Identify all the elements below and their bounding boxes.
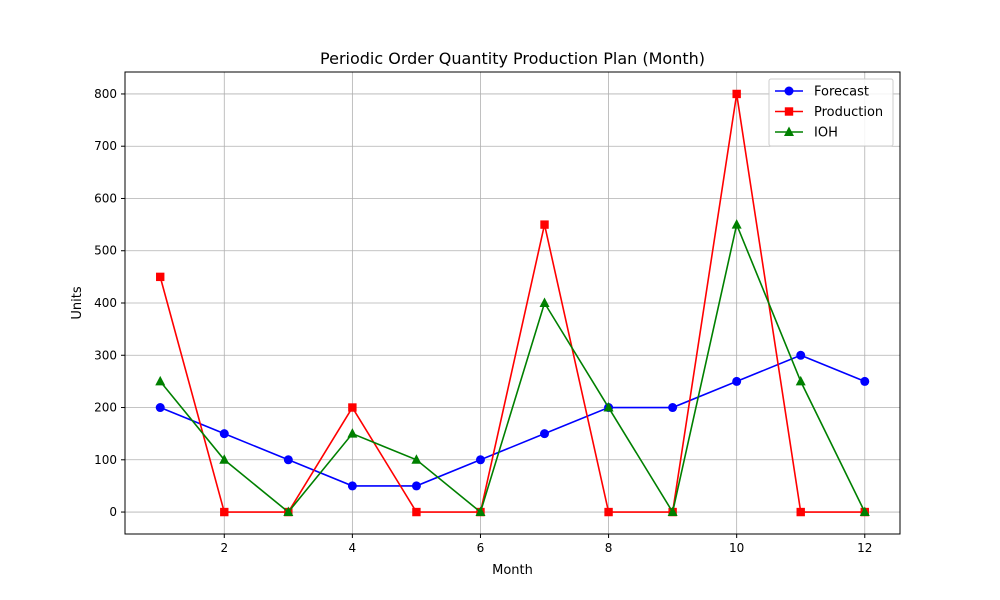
data-point-ioh: [859, 506, 870, 517]
data-point-forecast: [219, 429, 229, 439]
data-point-forecast: [283, 455, 293, 465]
x-axis-label: Month: [492, 563, 533, 578]
y-tick-label: 400: [94, 296, 117, 310]
x-tick-label: 6: [477, 541, 485, 555]
y-tick-label: 500: [94, 244, 117, 258]
legend-marker: [784, 126, 794, 136]
plot-series: [155, 89, 870, 517]
y-tick-label: 0: [109, 505, 117, 519]
data-point-ioh: [283, 506, 294, 517]
data-point-ioh: [667, 506, 678, 517]
chart-title: Periodic Order Quantity Production Plan …: [320, 49, 705, 68]
series-line-production: [159, 93, 865, 513]
legend-marker: [784, 107, 794, 116]
data-point-ioh: [475, 506, 486, 517]
data-point-ioh: [347, 428, 358, 438]
legend-item-forecast: Forecast: [775, 85, 869, 100]
data-point-ioh: [155, 375, 166, 386]
x-tick-label: 12: [857, 541, 872, 555]
series-ioh: [155, 219, 870, 517]
legend-label: Forecast: [814, 85, 869, 100]
data-point-ioh: [539, 297, 550, 307]
data-point-forecast: [732, 376, 742, 386]
data-point-production: [732, 89, 741, 99]
data-point-forecast: [540, 429, 550, 439]
y-tick-label: 200: [94, 401, 117, 415]
data-point-production: [348, 403, 357, 412]
data-point-production: [796, 507, 805, 517]
legend-marker: [784, 86, 794, 96]
data-point-forecast: [860, 376, 870, 386]
legend-box: [768, 78, 894, 147]
y-tick-label: 700: [94, 139, 117, 153]
data-point-production: [156, 272, 165, 282]
x-tick-label: 2: [220, 541, 228, 555]
data-point-forecast: [796, 350, 806, 360]
data-point-ioh: [731, 219, 742, 229]
x-tick-label: 10: [729, 541, 744, 555]
legend: Forecast Production IOH: [768, 78, 894, 147]
data-point-ioh: [219, 454, 230, 464]
y-tick-label: 600: [94, 191, 117, 205]
series-line-ioh: [159, 221, 866, 515]
legend-label: IOH: [814, 126, 838, 141]
x-tick-label: 4: [349, 541, 357, 555]
data-point-production: [604, 507, 613, 517]
y-tick-label: 100: [94, 453, 117, 467]
legend-item-production: Production: [775, 105, 883, 120]
legend-label: Production: [814, 105, 883, 120]
data-point-forecast: [475, 455, 485, 465]
y-axis-label: Units: [70, 286, 85, 319]
data-point-production: [412, 507, 421, 517]
data-point-forecast: [347, 481, 357, 491]
data-point-forecast: [155, 403, 165, 413]
legend-item-ioh: IOH: [775, 126, 838, 141]
data-point-ioh: [411, 454, 422, 464]
data-point-forecast: [668, 403, 678, 413]
y-tick-label: 300: [94, 348, 117, 362]
data-point-forecast: [411, 481, 421, 491]
y-tick-label: 800: [94, 87, 117, 101]
axis-ticks: 2 4 6 8 10 12 0 100 200 300 400 500 600 700 800: [94, 87, 872, 555]
data-point-production: [220, 507, 229, 517]
series-line-forecast: [159, 354, 866, 487]
data-point-production: [540, 220, 549, 229]
data-point-ioh: [795, 375, 806, 386]
data-point-ioh: [603, 402, 614, 412]
x-tick-label: 8: [605, 541, 613, 555]
